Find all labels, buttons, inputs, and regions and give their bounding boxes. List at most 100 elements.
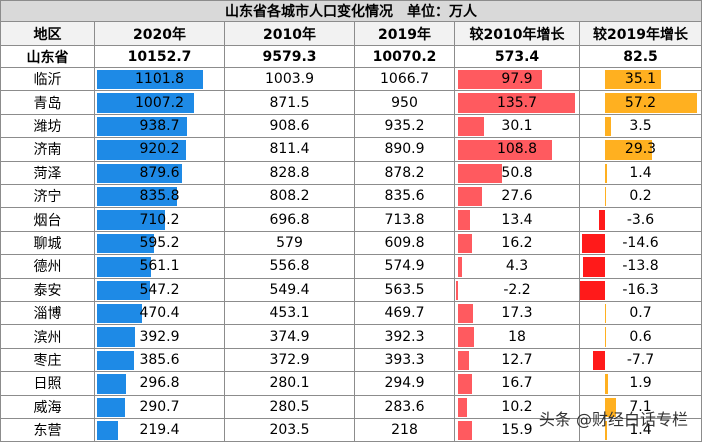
header-cell: 较2010年增长: [455, 22, 580, 46]
data-bar: [97, 93, 194, 113]
watermark: 头条 @财经白话专栏: [538, 410, 688, 429]
data-bar: [458, 70, 543, 90]
row-cell: 294.9: [355, 372, 455, 396]
row-cell: 聊城: [0, 231, 95, 256]
data-bar: [97, 327, 135, 347]
row-cell: 828.8: [225, 161, 355, 185]
row-cell: 579: [225, 231, 355, 256]
row-cell: -13.8: [580, 255, 702, 279]
total-cell: 10152.7: [95, 46, 225, 68]
row-cell: 835.8: [95, 185, 225, 209]
row-cell: 108.8: [455, 138, 580, 162]
row-cell: 97.9: [455, 68, 580, 92]
data-bar: [605, 397, 617, 417]
row-cell: 东营: [0, 419, 95, 443]
row-cell: 469.7: [355, 302, 455, 326]
row-cell: 280.1: [225, 372, 355, 396]
row-cell: 374.9: [225, 325, 355, 349]
row-cell: 890.9: [355, 138, 455, 162]
data-bar: [605, 327, 606, 347]
row-cell: -7.7: [580, 348, 702, 373]
row-cell: 696.8: [225, 208, 355, 232]
data-bar: [97, 187, 178, 207]
data-bar: [97, 116, 188, 137]
row-cell: 0.6: [580, 325, 702, 349]
row-cell: 710.2: [95, 208, 225, 232]
row-cell: 日照: [0, 372, 95, 396]
row-cell: 547.2: [95, 278, 225, 302]
row-cell: 济宁: [0, 185, 95, 209]
row-cell: 13.4: [455, 208, 580, 232]
data-bar: [458, 140, 552, 160]
data-bar: [458, 374, 473, 394]
row-cell: 10.2: [455, 395, 580, 419]
data-bar: [97, 233, 155, 254]
row-cell: 296.8: [95, 372, 225, 396]
row-cell: 385.6: [95, 348, 225, 373]
row-cell: 878.2: [355, 161, 455, 185]
data-bar: [605, 163, 608, 183]
row-cell: 393.3: [355, 348, 455, 373]
data-bar: [605, 304, 607, 324]
row-cell: 滨州: [0, 325, 95, 349]
row-cell: 3.5: [580, 114, 702, 139]
row-cell: 17.3: [455, 302, 580, 326]
data-bar: [456, 280, 458, 300]
row-cell: 0.7: [580, 302, 702, 326]
data-bar: [458, 327, 474, 347]
data-bar: [605, 116, 611, 137]
row-cell: 135.7: [455, 91, 580, 115]
data-bar: [97, 304, 143, 324]
row-cell: 35.1: [580, 68, 702, 92]
row-cell: -3.6: [580, 208, 702, 232]
row-cell: 16.2: [455, 231, 580, 256]
data-bar: [97, 210, 166, 230]
row-cell: -16.3: [580, 278, 702, 302]
total-cell: 82.5: [580, 46, 702, 68]
header-cell: 2020年: [95, 22, 225, 46]
row-cell: 218: [355, 419, 455, 443]
row-cell: 青岛: [0, 91, 95, 115]
row-cell: 15.9: [455, 419, 580, 443]
row-cell: 1066.7: [355, 68, 455, 92]
row-cell: 德州: [0, 255, 95, 279]
row-cell: 203.5: [225, 419, 355, 443]
data-bar: [97, 140, 186, 160]
row-cell: 835.6: [355, 185, 455, 209]
row-cell: 威海: [0, 395, 95, 419]
header-cell: 地区: [0, 22, 95, 46]
data-bar: [582, 257, 605, 277]
row-cell: 574.9: [355, 255, 455, 279]
data-bar: [458, 116, 484, 137]
row-cell: 1.9: [580, 372, 702, 396]
data-bar: [97, 397, 125, 417]
row-cell: 219.4: [95, 419, 225, 443]
row-cell: 595.2: [95, 231, 225, 256]
row-cell: -14.6: [580, 231, 702, 256]
data-bar: [97, 374, 126, 394]
data-bar: [605, 93, 697, 113]
data-bar: [97, 163, 182, 183]
data-bar: [458, 233, 472, 254]
data-bar: [592, 350, 605, 371]
data-bar: [458, 397, 467, 417]
row-cell: 879.6: [95, 161, 225, 185]
total-cell: 山东省: [0, 46, 95, 68]
row-cell: 1007.2: [95, 91, 225, 115]
data-bar: [605, 70, 662, 90]
row-cell: 1101.8: [95, 68, 225, 92]
row-cell: 372.9: [225, 348, 355, 373]
row-cell: 453.1: [225, 302, 355, 326]
row-cell: 811.4: [225, 138, 355, 162]
row-cell: 18: [455, 325, 580, 349]
data-bar: [578, 280, 605, 300]
data-bar: [458, 304, 473, 324]
row-cell: 50.8: [455, 161, 580, 185]
row-cell: 871.5: [225, 91, 355, 115]
header-cell: 2019年: [355, 22, 455, 46]
row-cell: 556.8: [225, 255, 355, 279]
row-cell: 1003.9: [225, 68, 355, 92]
row-cell: 549.4: [225, 278, 355, 302]
row-cell: 713.8: [355, 208, 455, 232]
data-bar: [458, 350, 469, 371]
